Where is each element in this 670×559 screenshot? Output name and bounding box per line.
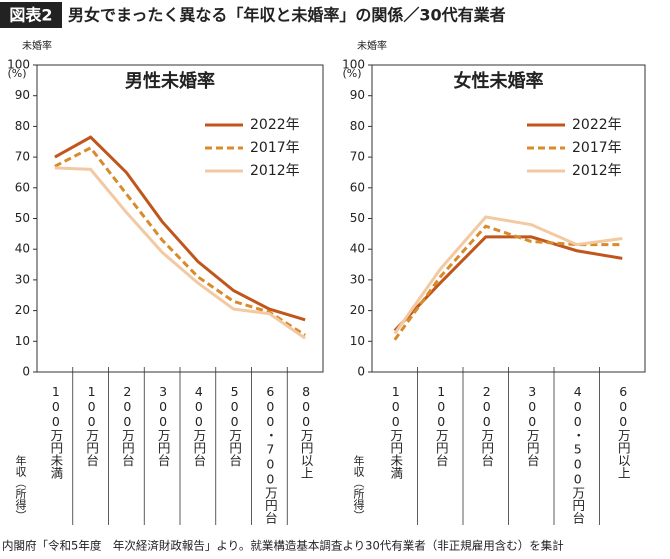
y-tick-label: 80 (15, 119, 30, 133)
y-unit: (%) (342, 67, 361, 80)
y-tick-label: 60 (15, 180, 30, 194)
x-tick-label: 100万円台 (434, 384, 449, 467)
y-tick-label: 40 (15, 242, 30, 256)
y-tick-label: 50 (15, 211, 30, 225)
series-line (54, 166, 306, 340)
x-tick-label: 400・500万円台 (570, 384, 585, 524)
legend-label: 2012年 (250, 163, 300, 179)
badge: 図表2 (9, 6, 52, 25)
y-tick-label: 90 (350, 88, 365, 102)
x-tick-label: 400万円台 (191, 384, 206, 467)
y-tick-label: 20 (350, 303, 365, 317)
x-tick-label: 800万円以上 (299, 384, 314, 479)
x-tick-label: 300万円台 (156, 384, 171, 467)
plot-frame (371, 64, 646, 373)
x-tick-label: 600万円以上 (616, 384, 631, 479)
chart-title: 女性未婚率 (454, 70, 544, 92)
source: 内閣府「令和5年度 年次経済財政報告」より。就業構造基本調査より30代有業者（非… (2, 539, 564, 553)
page-title: 男女でまったく異なる「年収と未婚率」の関係／30代有業者 (68, 6, 506, 25)
x-tick-label: 100万円未満 (48, 384, 63, 480)
y-tick-label: 70 (350, 150, 365, 164)
y-tick-label: 100 (7, 58, 30, 72)
legend-label: 2022年 (250, 117, 300, 133)
y-tick-label: 20 (15, 303, 30, 317)
x-axis-label: 年収（所得） (14, 454, 27, 521)
y-axis-label: 未婚率 (22, 39, 52, 52)
y-tick-label: 70 (15, 150, 30, 164)
y-unit: (%) (7, 67, 26, 80)
y-tick-label: 0 (22, 365, 30, 379)
badge-box (0, 2, 62, 28)
legend-label: 2017年 (572, 140, 622, 156)
series-line (393, 235, 623, 332)
series-line (393, 215, 623, 335)
legend-label: 2012年 (572, 163, 622, 179)
series-line (54, 145, 306, 337)
y-tick-label: 30 (350, 272, 365, 286)
y-tick-label: 10 (15, 334, 30, 348)
y-tick-label: 40 (350, 242, 365, 256)
y-tick-label: 80 (350, 119, 365, 133)
x-tick-label: 500万円台 (227, 384, 242, 467)
x-axis-label: 年収（所得） (352, 454, 365, 521)
y-tick-label: 50 (350, 211, 365, 225)
y-tick-label: 60 (350, 180, 365, 194)
y-tick-label: 100 (342, 58, 365, 72)
y-tick-label: 90 (15, 88, 30, 102)
plot-frame (36, 64, 324, 373)
x-tick-label: 300万円台 (525, 384, 540, 467)
y-axis-label: 未婚率 (357, 39, 387, 52)
legend-label: 2017年 (250, 140, 300, 156)
x-tick-label: 200万円台 (120, 384, 135, 467)
x-tick-label: 200万円台 (479, 384, 494, 467)
chart-title: 男性未婚率 (125, 70, 215, 92)
series-line (54, 135, 306, 322)
y-tick-label: 0 (357, 365, 365, 379)
x-tick-label: 100万円台 (84, 384, 99, 467)
legend-label: 2022年 (572, 117, 622, 133)
x-tick-label: 100万円未満 (388, 384, 403, 480)
y-tick-label: 30 (15, 272, 30, 286)
y-tick-label: 10 (350, 334, 365, 348)
x-tick-label: 600・700万円台 (263, 384, 278, 524)
